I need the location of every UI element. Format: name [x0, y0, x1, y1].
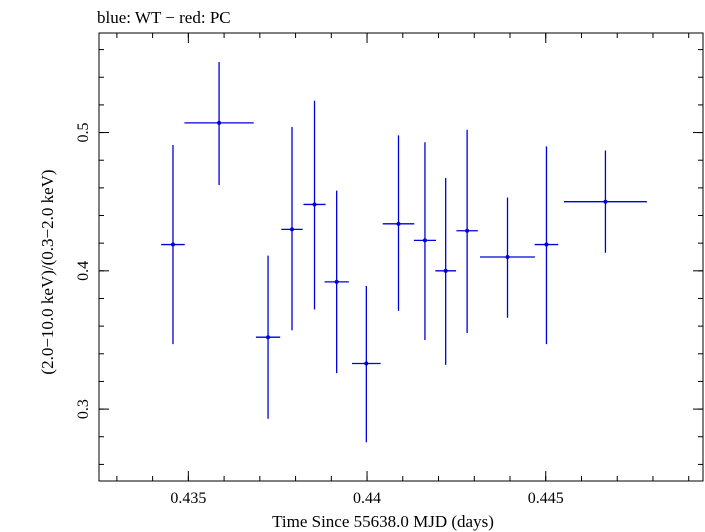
point-marker	[170, 242, 175, 247]
data-point	[479, 197, 536, 318]
point-marker	[364, 361, 369, 366]
data-point	[324, 190, 349, 374]
x-tick-label: 0.445	[528, 490, 564, 507]
y-tick-labels: 0.3 0.4 0.5	[75, 123, 92, 420]
data-point	[413, 142, 437, 340]
data-points	[161, 62, 647, 443]
plot-frame	[98, 32, 704, 482]
data-point	[382, 135, 415, 311]
point-marker	[465, 228, 470, 233]
y-tick-label: 0.3	[75, 399, 92, 419]
point-marker	[505, 255, 510, 259]
point-marker	[289, 227, 294, 232]
point-marker	[544, 242, 549, 247]
data-point	[534, 146, 559, 345]
chart-title: blue: WT − red: PC	[97, 8, 231, 27]
x-tick-labels: 0.435 0.44 0.445	[170, 490, 563, 507]
point-marker	[217, 120, 222, 125]
x-tick-label: 0.435	[170, 490, 206, 507]
y-tick-label: 0.5	[75, 123, 92, 143]
y-tick-label: 0.4	[75, 261, 92, 281]
data-point	[184, 62, 254, 186]
axis-ticks	[99, 33, 703, 481]
data-point	[352, 286, 381, 443]
data-point	[281, 127, 303, 331]
data-point	[303, 100, 326, 310]
point-marker	[422, 238, 427, 243]
data-point	[161, 145, 185, 345]
data-point	[456, 129, 478, 334]
data-point	[435, 178, 457, 365]
point-marker	[396, 221, 401, 226]
point-marker	[266, 335, 271, 340]
data-point	[255, 255, 281, 419]
point-marker	[334, 279, 339, 284]
x-tick-label: 0.44	[353, 490, 381, 507]
data-point	[563, 150, 647, 253]
point-marker	[443, 268, 448, 273]
point-marker	[603, 199, 608, 204]
y-axis-label: (2.0−10.0 keV)/(0.3−2.0 keV)	[38, 169, 57, 374]
x-axis-label: Time Since 55638.0 MJD (days)	[272, 512, 494, 531]
point-marker	[312, 202, 317, 207]
